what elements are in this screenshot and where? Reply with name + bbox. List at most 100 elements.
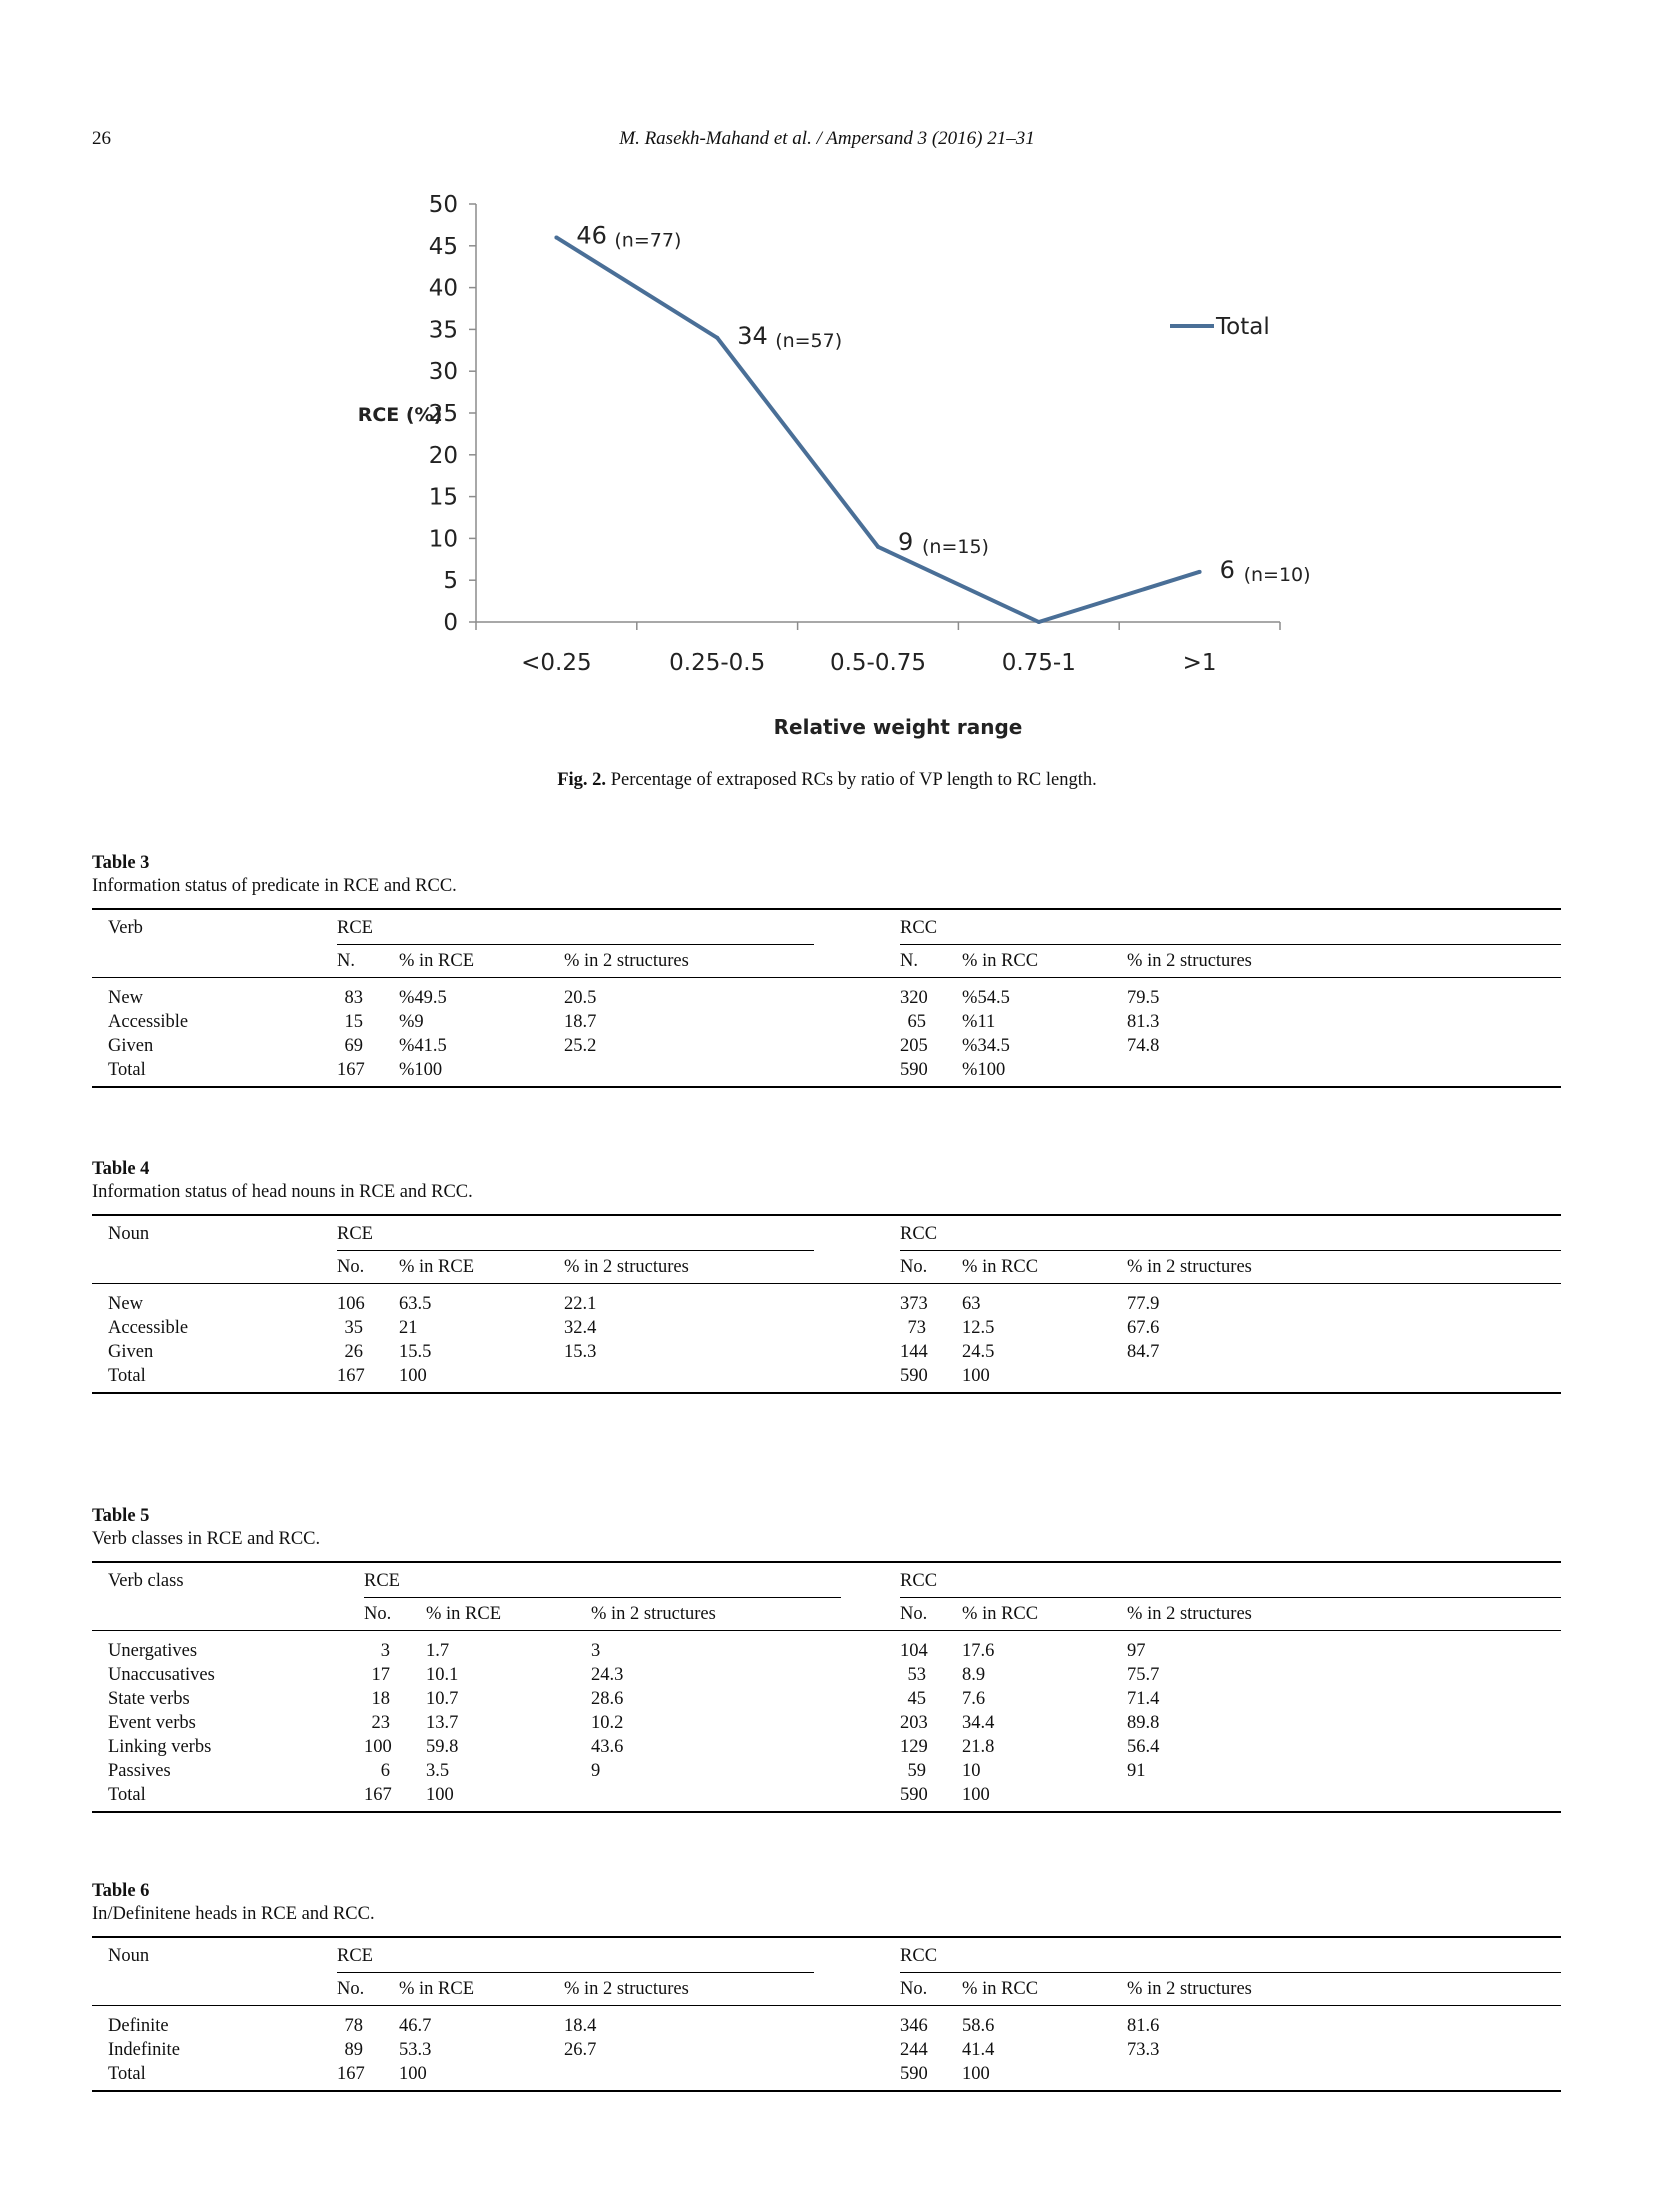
table-cell: 18.7 (564, 1012, 597, 1032)
table-cell: 91 (1127, 1761, 1146, 1781)
cell-gap (814, 1010, 900, 1034)
table-cell (564, 1364, 815, 1394)
table-row: Total 167 100 590 100 (92, 1783, 1562, 1813)
subheader-empty (92, 1597, 364, 1631)
table-cell: 373 (900, 1294, 928, 1314)
table-cell: 78 (344, 2016, 364, 2036)
column-header: % in RCE (399, 1972, 564, 2006)
table-row: Definite 78 46.7 18.4 346 58.6 81.6 (92, 2006, 1561, 2039)
x-tick-label: <0.25 (521, 650, 591, 676)
table-cell: 15.5 (399, 1342, 432, 1362)
group-gap (814, 908, 901, 945)
column-header: No. (364, 1597, 426, 1631)
group-header-rcc: RCC (900, 908, 1562, 945)
table-cell: 53 (907, 1665, 927, 1685)
column-header: % in RCE (399, 1250, 564, 1284)
table-block: Table 4 Information status of head nouns … (92, 1158, 1562, 1394)
table-cell: 18.4 (564, 2016, 597, 2036)
table-cell: 58.6 (962, 2016, 995, 2036)
table-cell: 18 (371, 1689, 391, 1709)
table-cell: %11 (962, 1012, 996, 1032)
table-row: Event verbs 23 13.7 10.2 203 34.4 89.8 (92, 1711, 1561, 1735)
table-row: Total 167 100 590 100 (92, 1364, 1562, 1394)
data-point (876, 544, 880, 549)
x-tick-label: 0.75-1 (1002, 650, 1076, 676)
row-label: State verbs (108, 1689, 190, 1709)
table-cell: %41.5 (399, 1036, 447, 1056)
table-cell: 56.4 (1127, 1737, 1160, 1757)
row-label: Indefinite (108, 2040, 180, 2060)
column-header: % in 2 structures (1127, 1972, 1562, 2006)
table-cell: 100 (962, 1783, 1128, 1813)
series-line-total (555, 235, 1201, 624)
table-cell: 59 (907, 1761, 927, 1781)
subheader-empty (92, 944, 337, 978)
table-cell: 10 (962, 1761, 981, 1781)
table-cell: 167 (364, 1783, 426, 1813)
column-header: % in 2 structures (564, 1250, 815, 1284)
table-cell: %54.5 (962, 988, 1010, 1008)
table-row: Total 167 100 590 100 (92, 2062, 1562, 2092)
table-cell: 590 (900, 1783, 963, 1813)
table-cell: 346 (900, 2016, 928, 2036)
group-gap (814, 1936, 901, 1973)
table-row: Accessible 35 21 32.4 73 12.5 67.6 (92, 1316, 1561, 1340)
column-header: N. (337, 944, 399, 978)
table-cell: 26.7 (564, 2040, 597, 2060)
cell-gap (814, 978, 900, 1011)
row-label: Accessible (108, 1012, 189, 1032)
data-point (1036, 620, 1041, 624)
group-header-rce: RCE (337, 1214, 815, 1251)
group-header-rce: RCE (337, 1936, 815, 1973)
row-label: New (108, 1294, 143, 1314)
data-label-n: (n=10) (1244, 564, 1311, 586)
table-caption: Information status of predicate in RCE a… (92, 876, 457, 896)
table-cell: 63 (962, 1294, 981, 1314)
table-cell: 10.2 (591, 1713, 624, 1733)
table-caption: In/Definitene heads in RCE and RCC. (92, 1904, 375, 1924)
table-cell: 25.2 (564, 1036, 597, 1056)
cell-gap (841, 1663, 900, 1687)
table-cell: 100 (426, 1783, 591, 1813)
table-cell: 43.6 (591, 1737, 624, 1757)
table-block: Table 5 Verb classes in RCE and RCC. Verb … (92, 1505, 1562, 1813)
cell-gap (814, 2006, 900, 2039)
table-cell: 590 (900, 2062, 963, 2092)
column-header: No. (900, 1597, 963, 1631)
data-table: Verb RCE RCC N.% in RCE% in 2 structures N.%… (92, 908, 1562, 1088)
table-cell: 84.7 (1127, 1342, 1160, 1362)
group-header-rcc: RCC (900, 1214, 1562, 1251)
row-label: Unaccusatives (108, 1665, 215, 1685)
table-cell: 69 (344, 1036, 364, 1056)
table-cell: 26 (344, 1342, 364, 1362)
y-tick-label: 45 (429, 234, 458, 260)
table-cell: 15 (344, 1012, 364, 1032)
row-header-label: Verb (92, 908, 337, 945)
table-cell: %100 (962, 1058, 1128, 1088)
cell-gap (814, 1034, 900, 1058)
table-title: Table 4 (92, 1159, 150, 1179)
table-cell: 8.9 (962, 1665, 986, 1685)
column-header: % in 2 structures (564, 1972, 815, 2006)
table-cell (1127, 2062, 1562, 2092)
group-gap (814, 1214, 901, 1251)
x-tick-label: 0.5-0.75 (830, 650, 926, 676)
y-axis-label: RCE (%) (358, 404, 443, 426)
y-tick-label: 5 (443, 568, 458, 594)
table-cell: 73.3 (1127, 2040, 1160, 2060)
table-cell: 32.4 (564, 1318, 597, 1338)
data-table: Verb class RCE RCC No.% in RCE% in 2 struct… (92, 1561, 1562, 1813)
cell-gap (814, 1316, 900, 1340)
data-label: 6 (1220, 556, 1235, 584)
table-cell: 97 (1127, 1641, 1146, 1661)
table-cell: 13.7 (426, 1713, 459, 1733)
data-point (715, 335, 720, 340)
table-cell: 244 (900, 2040, 928, 2060)
table-cell: 22.1 (564, 1294, 597, 1314)
column-header: % in RCE (399, 944, 564, 978)
table-cell: 89.8 (1127, 1713, 1160, 1733)
table-row: Passives 6 3.5 9 59 10 91 (92, 1759, 1561, 1783)
column-header: % in RCC (962, 1597, 1128, 1631)
table-cell: 46.7 (399, 2016, 432, 2036)
table-cell: 89 (344, 2040, 364, 2060)
